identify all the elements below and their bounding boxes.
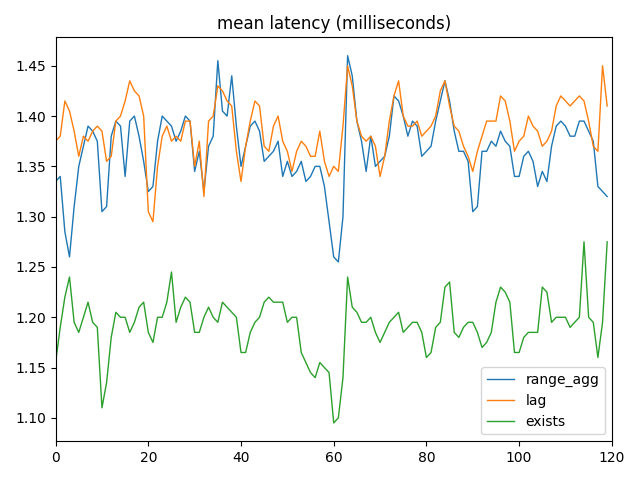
range_agg [52, 179, 60, 184]
exists [594, 355, 602, 360]
exists [200, 314, 208, 320]
lag [149, 219, 157, 225]
Line: range_agg: range_agg [56, 56, 607, 262]
exists [492, 300, 500, 305]
lag [497, 93, 504, 99]
range_agg [604, 193, 611, 199]
exists [580, 239, 588, 245]
range_agg [335, 259, 342, 265]
range_agg [200, 189, 208, 194]
lag [52, 138, 60, 144]
Line: lag: lag [56, 66, 607, 222]
Title: mean latency (milliseconds): mean latency (milliseconds) [216, 15, 451, 33]
lag [344, 63, 351, 69]
range_agg [168, 123, 175, 129]
exists [362, 319, 370, 325]
range_agg [367, 133, 374, 139]
lag [205, 118, 212, 124]
lag [172, 133, 180, 139]
Line: exists: exists [56, 242, 607, 423]
lag [367, 133, 374, 139]
lag [594, 148, 602, 154]
Legend: range_agg, lag, exists: range_agg, lag, exists [481, 367, 605, 434]
lag [604, 103, 611, 109]
lag [441, 78, 449, 84]
exists [436, 319, 444, 325]
range_agg [441, 78, 449, 84]
range_agg [344, 53, 351, 59]
exists [52, 360, 60, 365]
exists [168, 269, 175, 275]
exists [604, 239, 611, 245]
range_agg [497, 128, 504, 134]
exists [330, 420, 337, 426]
range_agg [594, 184, 602, 190]
